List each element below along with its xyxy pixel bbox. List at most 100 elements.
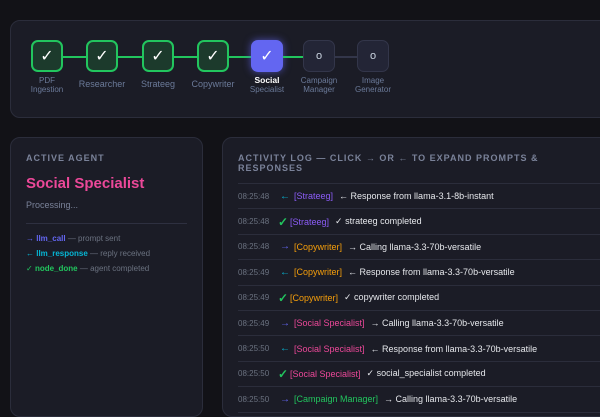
legend-key: llm_response (36, 249, 88, 258)
step-connector (335, 56, 357, 58)
log-agent: [Strateeg] (290, 216, 330, 227)
log-row[interactable]: 08:25:49 ← [Copywriter] ← Response from lla… (238, 260, 600, 286)
log-agent: [Social Specialist] (294, 318, 365, 329)
log-timestamp: 08:25:50 (238, 394, 270, 404)
divider (26, 223, 187, 224)
pipeline-step-campaign-manager[interactable]: o Campaign Manager (289, 40, 349, 94)
log-row: 08:25:49 ✓ [Copywriter] ✓ copywriter comple… (238, 286, 600, 311)
check-icon: ✓ (277, 290, 289, 305)
log-message: → Calling llama-3.3-70b-versatile (348, 241, 482, 252)
log-message: ✓ strateeg completed (335, 216, 422, 227)
check-icon: ✓ (277, 214, 289, 229)
step-label-line2: Specialist (249, 85, 285, 94)
check-icon: ✓ (277, 366, 289, 381)
log-agent: [Copywriter] (290, 292, 339, 303)
log-message: ← Response from llama-3.1-8b-instant (339, 191, 494, 202)
pipeline-step-pdf-ingestion[interactable]: ✓ PDF Ingestion (17, 40, 77, 94)
log-timestamp: 08:25:49 (238, 318, 270, 328)
log-row[interactable]: 08:25:49 → [Social Specialist] → Calling ll… (238, 311, 600, 337)
legend-item-node-done: ✓ node_done — agent completed (26, 264, 187, 273)
step-connector (283, 56, 303, 58)
log-agent: [Strateeg] (294, 191, 334, 202)
log-agent: [Social Specialist] (294, 343, 365, 354)
legend-desc: — reply received (90, 249, 151, 258)
step-label-line1: Image (361, 76, 385, 85)
active-agent-name: Social Specialist (26, 175, 145, 192)
log-message: ← Response from llama-3.3-70b-versatile (370, 343, 538, 354)
step-label: Researcher (72, 80, 132, 89)
pipeline-step-image-generator[interactable]: o Image Generator (343, 40, 403, 94)
check-icon: ✓ (251, 40, 283, 72)
legend-key: node_done (34, 264, 78, 273)
step-label: Copywriter (183, 80, 243, 89)
pipeline-step-social-specialist[interactable]: ✓ Social Specialist (237, 40, 297, 94)
log-message: → Calling llama-3.3-70b-versatile (384, 394, 518, 405)
step-label: Strateeg (128, 80, 188, 89)
step-label-line1: Strateeg (140, 79, 176, 89)
pipeline-step-strateeg[interactable]: ✓ Strateeg (128, 40, 188, 89)
step-label: Social Specialist (237, 76, 297, 95)
log-agent: [Campaign Manager] (294, 394, 379, 405)
legend-desc: — agent completed (79, 264, 150, 273)
activity-log-heading: ACTIVITY LOG — CLICK → OR ← TO EXPAND PR… (238, 153, 539, 173)
legend: → llm_call — prompt sent ← llm_response —… (26, 234, 187, 273)
log-message: ✓ copywriter completed (344, 292, 440, 303)
log-timestamp: 08:25:48 (238, 217, 270, 227)
log-message: → Calling llama-3.3-70b-versatile (370, 318, 504, 329)
step-label: PDF Ingestion (17, 76, 77, 94)
legend-desc: — prompt sent (67, 234, 121, 243)
active-agent-heading: ACTIVE AGENT (26, 153, 105, 163)
step-connector (174, 56, 197, 58)
pending-icon: o (357, 40, 389, 72)
check-icon: ✓ (86, 40, 118, 72)
step-label-line1: PDF (39, 76, 55, 85)
log-row[interactable]: 08:25:48 ← [Strateeg] ← Response from llama… (238, 184, 600, 210)
legend-symbol: ← (26, 249, 34, 258)
step-label-line2: Generator (354, 85, 392, 94)
pipeline-step-researcher[interactable]: ✓ Researcher (72, 40, 132, 89)
legend-item-llm-call: → llm_call — prompt sent (26, 234, 187, 243)
log-row: 08:25:50 ✓ [Social Specialist] ✓ social_spe… (238, 362, 600, 388)
check-icon: ✓ (142, 40, 174, 72)
log-timestamp: 08:25:50 (238, 344, 270, 354)
pending-icon: o (303, 40, 335, 72)
agent-status: Processing... (26, 200, 79, 210)
step-label: Campaign Manager (289, 76, 349, 94)
step-connector (63, 56, 86, 58)
log-timestamp: 08:25:48 (238, 242, 270, 252)
log-timestamp: 08:25:49 (238, 293, 270, 303)
step-label-line1: Campaign (300, 76, 338, 85)
log-row[interactable]: 08:25:50 ← [Social Specialist] ← Response f… (238, 336, 600, 362)
log-timestamp: 08:25:50 (238, 369, 270, 379)
active-agent-panel: ACTIVE AGENT Social Specialist Processin… (10, 137, 203, 417)
log-timestamp: 08:25:49 (238, 267, 270, 277)
log-agent: [Copywriter] (294, 267, 343, 278)
check-icon: ✓ (197, 40, 229, 72)
arrow-right-icon[interactable]: → (280, 317, 290, 329)
log-agent: [Social Specialist] (290, 368, 361, 379)
log-message: ✓ social_specialist completed (366, 368, 486, 379)
log-agent: [Copywriter] (294, 241, 343, 252)
arrow-right-icon[interactable]: → (280, 393, 290, 405)
legend-symbol: ✓ (26, 264, 33, 273)
step-label: Image Generator (343, 76, 403, 94)
step-connector (229, 56, 251, 58)
log-timestamp: 08:25:48 (238, 191, 270, 201)
pipeline-panel: ✓ PDF Ingestion ✓ Researcher ✓ Strateeg ✓ Copywr… (10, 20, 600, 118)
activity-log-panel: ACTIVITY LOG — CLICK → OR ← TO EXPAND PR… (222, 137, 600, 417)
pipeline-step-copywriter[interactable]: ✓ Copywriter (183, 40, 243, 89)
legend-symbol: → (26, 234, 34, 243)
step-label-line2: Ingestion (30, 85, 64, 94)
step-label-line1: Researcher (78, 79, 126, 89)
step-label-line1: Copywriter (191, 79, 235, 89)
legend-item-llm-response: ← llm_response — reply received (26, 249, 187, 258)
step-label-line2: Manager (303, 85, 335, 94)
step-connector (118, 56, 142, 58)
arrow-left-icon[interactable]: ← (280, 266, 290, 278)
log-list: 08:25:48 ← [Strateeg] ← Response from llama… (238, 183, 600, 413)
arrow-left-icon[interactable]: ← (280, 190, 290, 202)
arrow-right-icon[interactable]: → (280, 241, 290, 253)
log-row: 08:25:48 ✓ [Strateeg] ✓ strateeg completed (238, 209, 600, 235)
arrow-left-icon[interactable]: ← (280, 343, 290, 355)
log-row[interactable]: 08:25:48 → [Copywriter] → Calling llama-3.3… (238, 235, 600, 261)
